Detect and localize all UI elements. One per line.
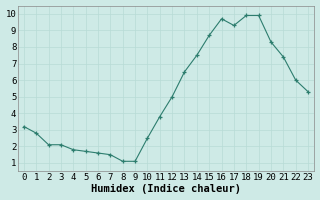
X-axis label: Humidex (Indice chaleur): Humidex (Indice chaleur) [91, 184, 241, 194]
